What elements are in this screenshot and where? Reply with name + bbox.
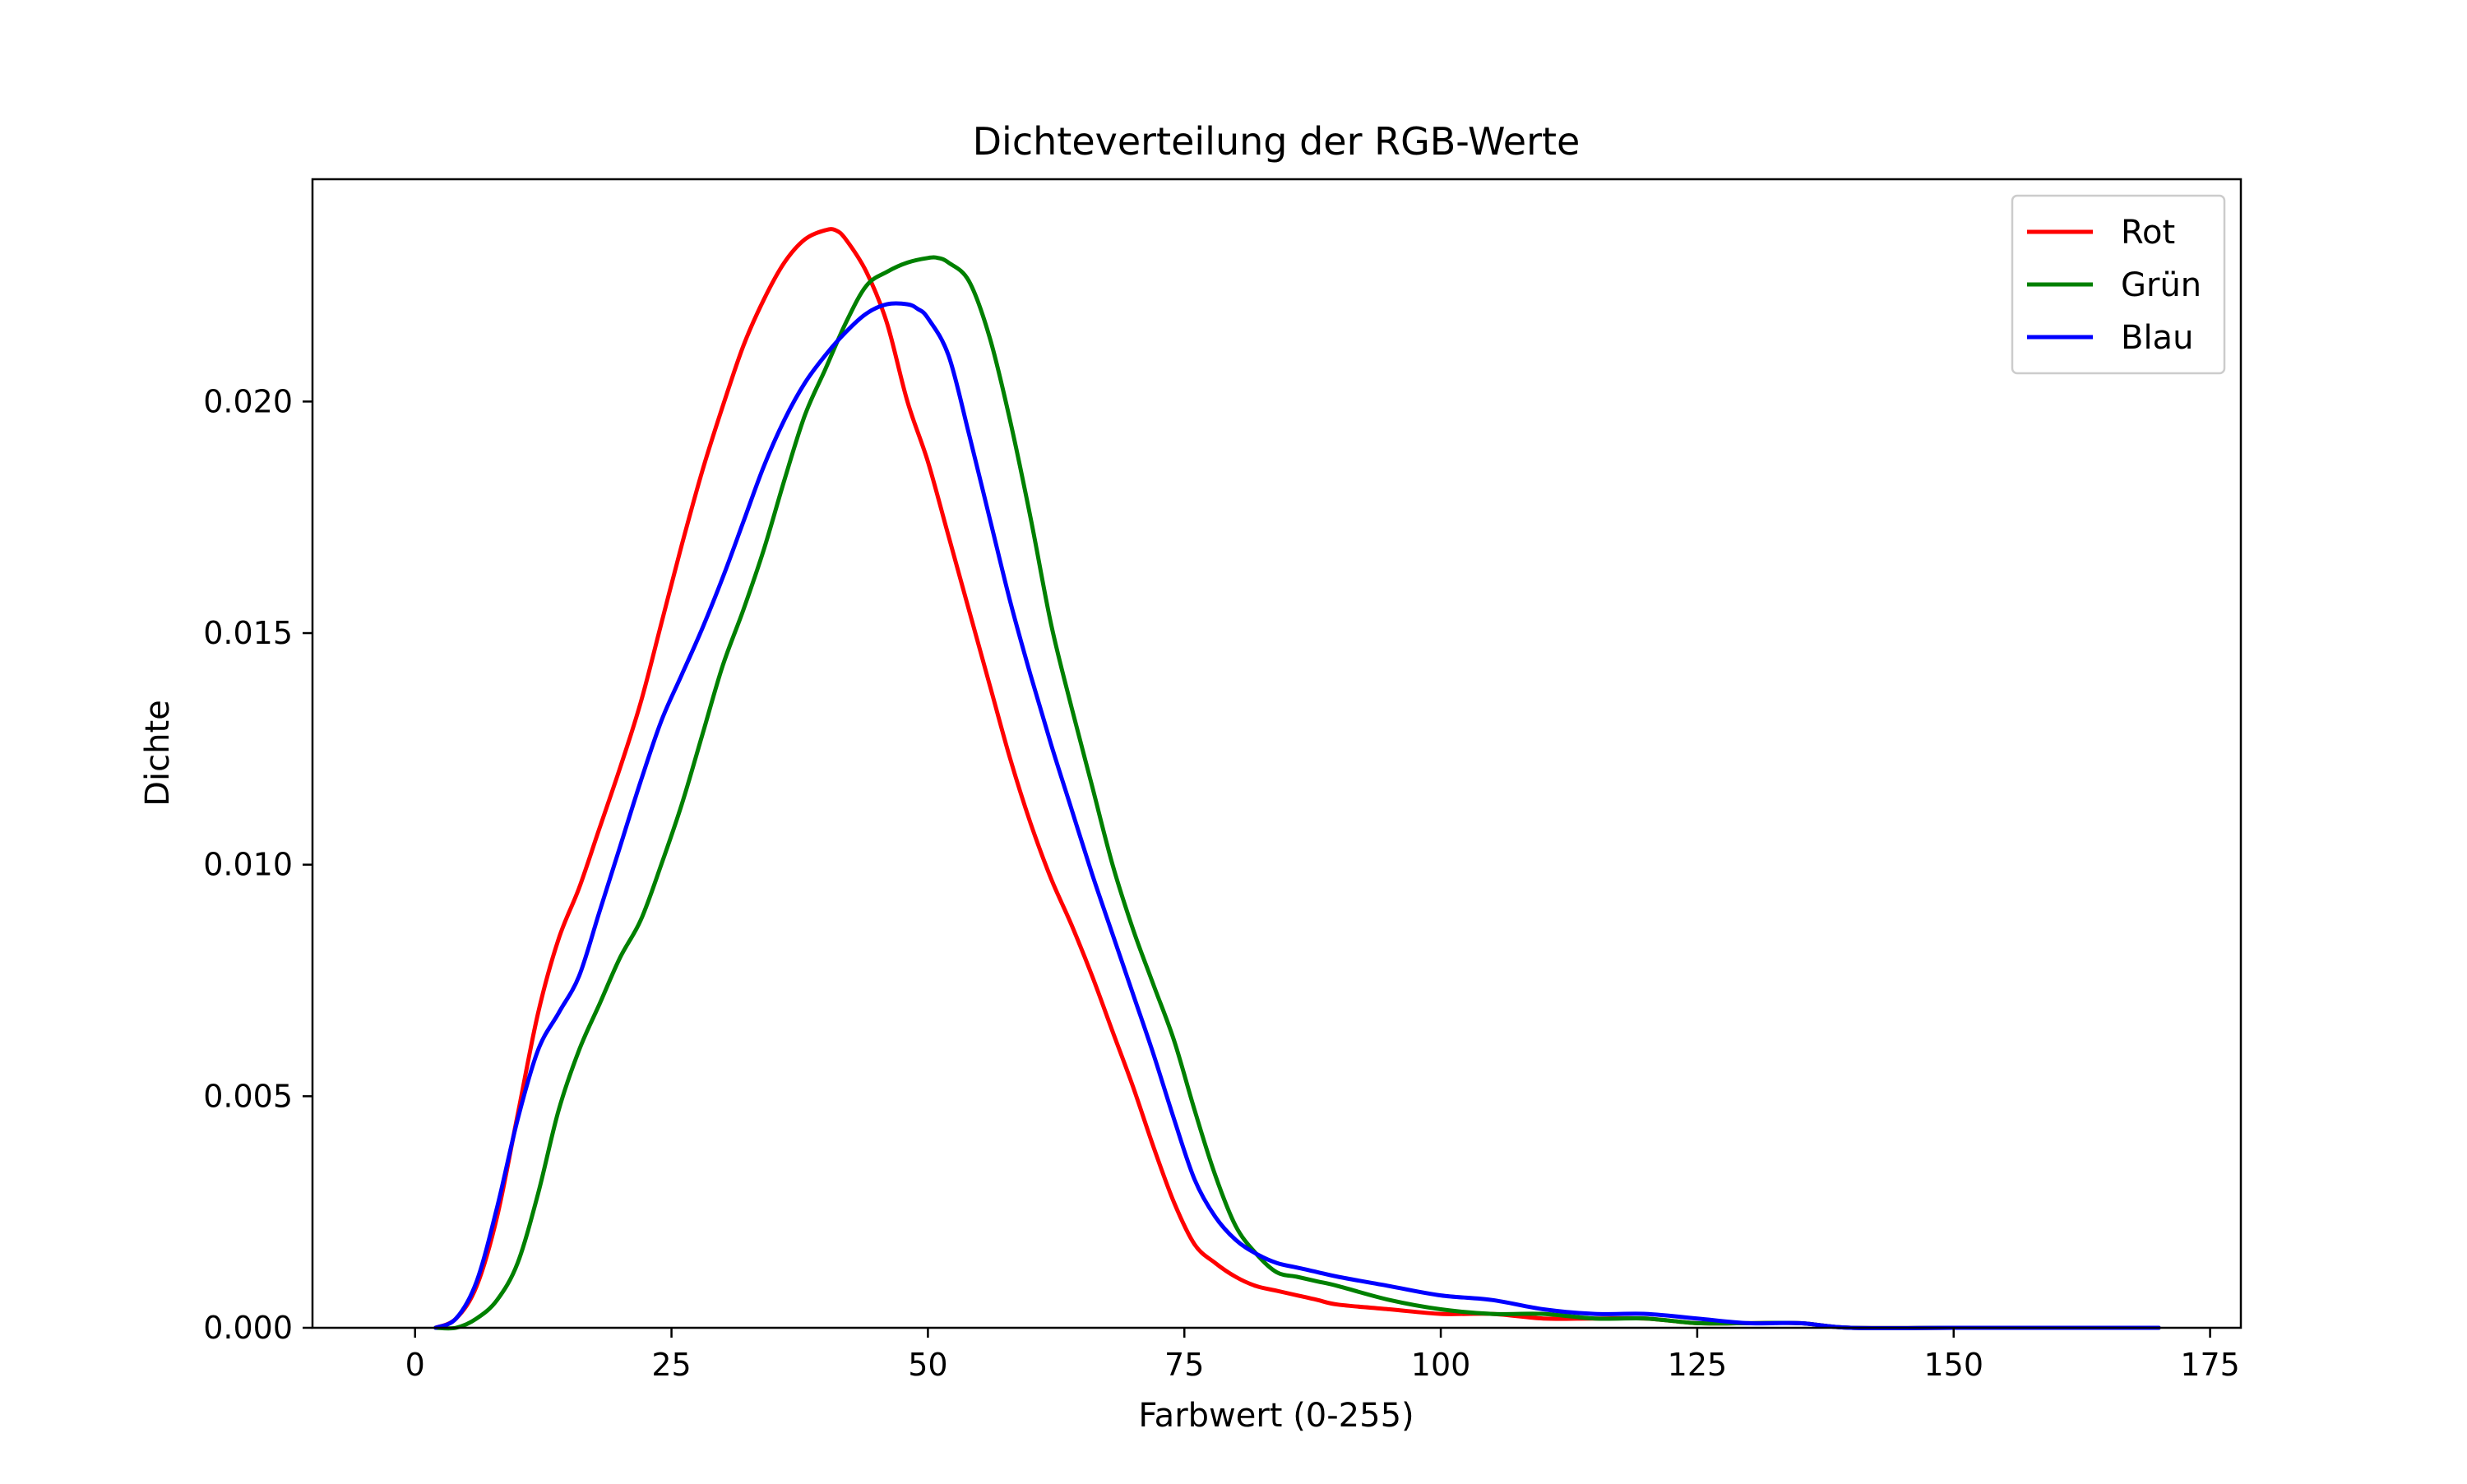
y-tick-label: 0.010 — [203, 847, 293, 883]
legend-label: Blau — [2121, 319, 2193, 357]
series-line-rot — [433, 227, 2161, 1330]
x-tick-label: 50 — [908, 1347, 947, 1383]
x-tick-label: 0 — [405, 1347, 425, 1383]
series-lines — [433, 227, 2161, 1331]
plot-frame — [311, 178, 2243, 1329]
x-tick-label: 125 — [1668, 1347, 1728, 1383]
y-tick-label: 0.005 — [203, 1078, 293, 1114]
y-tick-label: 0.020 — [203, 383, 293, 419]
x-tick-label: 25 — [651, 1347, 691, 1383]
legend-label: Grün — [2121, 266, 2201, 304]
x-axis-label: Farbwert (0-255) — [1138, 1397, 1414, 1435]
legend-box — [2011, 194, 2226, 375]
y-axis-label: Dichte — [139, 700, 177, 807]
x-tick-label: 175 — [2180, 1347, 2240, 1383]
legend: Rot Grün Blau — [2011, 194, 2226, 375]
x-tick-label: 100 — [1411, 1347, 1471, 1383]
y-axis: 0.000 0.005 0.010 0.015 0.020 — [203, 383, 312, 1346]
series-line-grün — [433, 255, 2161, 1331]
series-line-blau — [433, 301, 2161, 1330]
y-tick-label: 0.015 — [203, 615, 293, 651]
x-axis: 0 25 50 75 100 125 150 175 — [405, 1328, 2240, 1383]
legend-label: Rot — [2121, 214, 2175, 252]
x-tick-label: 150 — [1923, 1347, 1983, 1383]
chart-title: Dichteverteilung der RGB-Werte — [973, 119, 1581, 164]
y-tick-label: 0.000 — [203, 1310, 293, 1346]
x-tick-label: 75 — [1164, 1347, 1204, 1383]
